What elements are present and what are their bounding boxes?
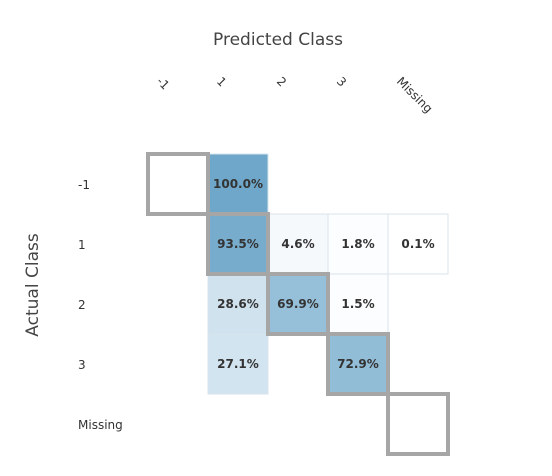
cell-label-1-missing: 0.1% — [401, 237, 434, 251]
diagonal-frame-missing — [386, 392, 450, 456]
diagonal-highlight-layer — [146, 152, 450, 456]
cell-label-2-3: 1.5% — [341, 297, 374, 311]
y-tick-label-3: 3 — [78, 358, 86, 372]
heatmap-cell-2-1 — [207, 273, 269, 335]
x-axis-title: Predicted Class — [213, 30, 343, 50]
cell-label-3-3: 72.9% — [337, 357, 379, 371]
diagonal-frame-1 — [206, 212, 270, 276]
x-tick-label-1: 1 — [214, 74, 229, 89]
cell-labels-layer: 100.0% 93.5% 4.6% 1.8% 0.1% 28.6% 69.9% 1.5% 27.… — [213, 177, 435, 371]
cell-label-3-1: 27.1% — [217, 357, 259, 371]
heatmap-cell-1-2 — [267, 213, 329, 275]
y-tick-label-1: -1 — [78, 178, 90, 192]
diagonal-frame-3 — [326, 332, 390, 396]
heatmap-cell-1-1 — [207, 153, 269, 215]
cell-label-1-3: 1.8% — [341, 237, 374, 251]
heatmap-cell-3-3 — [327, 333, 389, 395]
y-tick-labels: -1 1 2 3 Missing — [78, 178, 123, 432]
cell-label-1-1: 100.0% — [213, 177, 263, 191]
y-axis-title: Actual Class — [23, 233, 43, 337]
heatmap-cell-3-1 — [207, 333, 269, 395]
cell-label-2-2: 69.9% — [277, 297, 319, 311]
heatmap-cell-1-1 — [207, 213, 269, 275]
x-tick-label-2: 2 — [274, 74, 289, 89]
x-tick-label-missing: Missing — [394, 74, 436, 116]
cell-label-1-2: 4.6% — [281, 237, 314, 251]
x-tick-label-3: 3 — [334, 74, 349, 89]
diagonal-frame-2 — [266, 272, 330, 336]
x-tick-labels: -1 1 2 3 Missing — [154, 74, 436, 116]
y-tick-label-2: 2 — [78, 298, 86, 312]
cells-layer — [207, 153, 449, 395]
y-tick-label-missing: Missing — [78, 418, 123, 432]
y-tick-label-1: 1 — [78, 238, 86, 252]
cell-label-1-1: 93.5% — [217, 237, 259, 251]
heatmap-cell-1-missing — [387, 213, 449, 275]
x-tick-label-1: -1 — [154, 74, 172, 92]
diagonal-frame-1 — [146, 152, 210, 216]
cell-label-2-1: 28.6% — [217, 297, 259, 311]
